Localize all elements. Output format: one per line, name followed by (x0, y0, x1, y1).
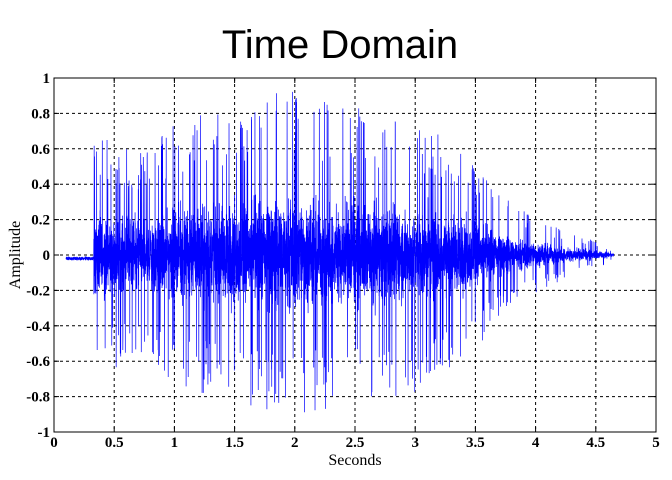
x-axis-label: Seconds (328, 452, 381, 469)
axis-ticks (53, 77, 657, 433)
y-tick-labels: 1 0.8 0.6 0.4 0.2 0 -0.2 -0.4 -0.6 -0.8 -1 (26, 71, 50, 441)
y-tick-label: 0.8 (31, 106, 50, 122)
x-tick-label: 1 (171, 435, 179, 451)
x-tick-label: 0.5 (105, 435, 124, 451)
x-tick-label: 4.5 (586, 435, 605, 451)
x-tick-label: 3 (411, 435, 419, 451)
x-tick-label: 2 (291, 435, 299, 451)
y-tick-label: 0 (43, 248, 51, 264)
y-tick-label: 0.6 (31, 142, 50, 158)
y-tick-label: 1 (43, 71, 51, 87)
x-tick-labels: 0 0.5 1 1.5 2 2.5 3 3.5 4 4.5 5 (50, 435, 660, 451)
x-tick-label: 2.5 (346, 435, 365, 451)
y-tick-label: 0.4 (31, 177, 50, 193)
y-tick-label: -0.4 (26, 319, 50, 335)
y-tick-label: -0.2 (26, 283, 50, 299)
y-axis-label: Amplitude (7, 221, 24, 289)
y-tick-label: -0.6 (26, 354, 50, 370)
x-tick-label: 0 (50, 435, 58, 451)
x-tick-label: 4 (532, 435, 540, 451)
x-tick-label: 1.5 (225, 435, 244, 451)
x-tick-label: 3.5 (466, 435, 485, 451)
y-tick-label: -0.8 (26, 390, 50, 406)
y-tick-label: -1 (38, 425, 51, 441)
chart-title: Time Domain (222, 23, 458, 67)
waveform-series-line (65, 91, 615, 413)
y-tick-label: 0.2 (31, 213, 50, 229)
plot-area (65, 91, 615, 413)
x-tick-label: 5 (652, 435, 660, 451)
